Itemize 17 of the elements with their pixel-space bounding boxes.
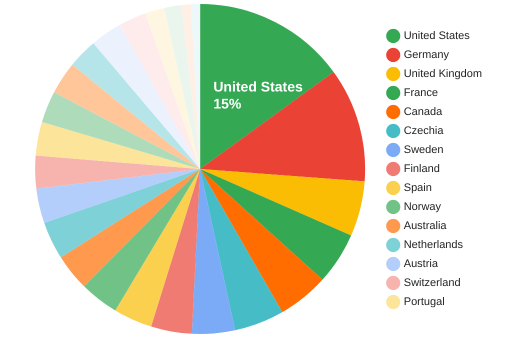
legend-label: Portugal: [404, 296, 445, 308]
legend-label: Netherlands: [404, 239, 464, 252]
slice-label: United States: [213, 78, 303, 94]
legend-label: Switzerland: [404, 277, 461, 290]
legend-label: Czechia: [404, 125, 444, 138]
legend-label: Finland: [404, 163, 440, 176]
data-label: 15%: [213, 95, 242, 112]
legend-label: Canada: [404, 106, 444, 118]
legend-label: United States: [404, 30, 470, 42]
legend-label: Sweden: [404, 144, 444, 156]
legend-label: Austria: [404, 258, 439, 270]
legend-label: Australia: [404, 220, 448, 232]
legend-label: Norway: [404, 201, 442, 214]
legend-label: Spain: [404, 182, 432, 194]
legend-label: United Kingdom: [404, 68, 482, 80]
legend-label: France: [404, 87, 438, 100]
legend-label: Germany: [404, 49, 450, 62]
